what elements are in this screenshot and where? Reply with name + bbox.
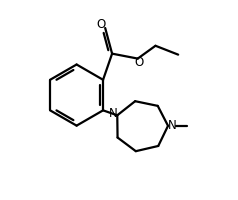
- Text: O: O: [97, 18, 106, 31]
- Text: O: O: [134, 56, 143, 69]
- Text: N: N: [109, 107, 117, 120]
- Text: N: N: [168, 119, 177, 132]
